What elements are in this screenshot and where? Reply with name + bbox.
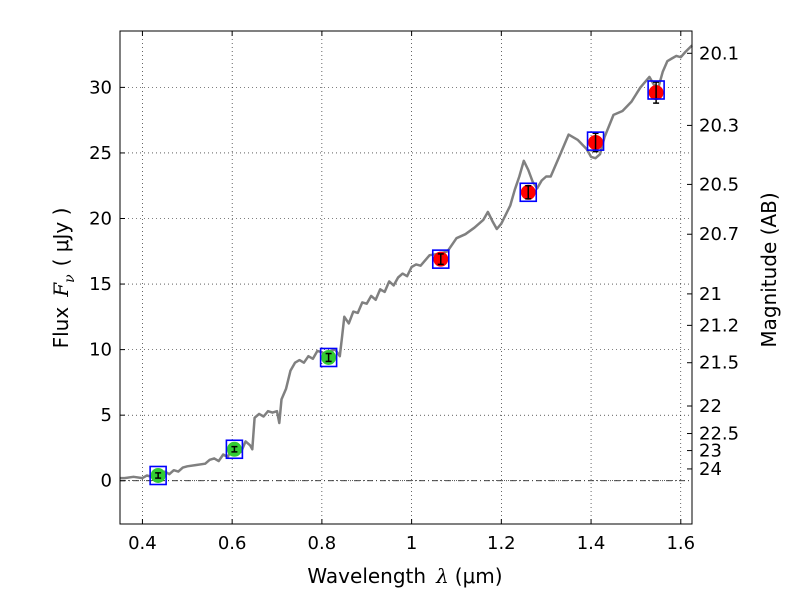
y-tick-label: 25 — [89, 143, 112, 164]
magnitude-tick-label: 20.7 — [699, 224, 739, 245]
y-axis-label-prefix: Flux — [49, 307, 73, 349]
x-tick-label: 0.6 — [218, 533, 247, 554]
magnitude-tick-label: 23 — [699, 441, 722, 462]
y-axis-label-subscript: ν — [62, 274, 78, 283]
magnitude-tick-label: 24 — [699, 459, 722, 480]
y-tick-label: 30 — [89, 77, 112, 98]
y-tick-label: 10 — [89, 340, 112, 361]
x-tick-label: 0.4 — [128, 533, 157, 554]
plot-frame — [119, 30, 693, 525]
synthetic-flux-square — [225, 439, 244, 460]
x-axis-label: Wavelength λ (μm) — [307, 564, 502, 588]
magnitude-axis-label: Magnitude (AB) — [757, 192, 781, 347]
grid — [120, 31, 692, 524]
y-tick-label: 0 — [101, 471, 112, 492]
magnitude-tick-label: 20.1 — [699, 43, 739, 64]
spectrum-line — [120, 44, 693, 480]
synthetic-flux-square — [431, 249, 450, 269]
x-axis-label-prefix: Wavelength — [307, 564, 426, 588]
x-axis-label-symbol: λ — [435, 564, 449, 588]
x-axis-label-units: (μm) — [455, 564, 503, 588]
x-tick-label: 1 — [406, 533, 417, 554]
magnitude-tick-label: 21 — [699, 284, 722, 305]
y-axis: 0 5 10 15 20 25 30 — [89, 77, 125, 492]
x-tick-label: 1.6 — [666, 533, 695, 554]
y-axis-label-symbol: F — [49, 282, 73, 298]
y-tick-label: 20 — [89, 208, 112, 229]
x-tick-label: 1.4 — [577, 533, 606, 554]
magnitude-tick-label: 22 — [699, 396, 722, 417]
synthetic-flux-square — [647, 80, 665, 100]
magnitude-tick-label: 20.3 — [699, 115, 739, 136]
y-tick-label: 5 — [101, 405, 112, 426]
synthetic-flux-square — [586, 131, 605, 151]
synthetic-flux-square — [149, 465, 167, 486]
magnitude-tick-label: 22.5 — [699, 424, 739, 445]
magnitude-tick-label: 21.2 — [699, 315, 739, 336]
y-tick-label: 15 — [89, 274, 112, 295]
magnitude-tick-label: 21.5 — [699, 353, 739, 374]
synthetic-flux-square — [319, 347, 338, 368]
spectrum-line-group — [120, 44, 693, 480]
magnitude-tick-label: 20.5 — [699, 174, 739, 195]
x-tick-label: 1.2 — [487, 533, 516, 554]
photometry-markers — [149, 80, 665, 486]
x-tick-label: 0.8 — [308, 533, 337, 554]
y-axis-label: Flux Fν ( μJy ) — [49, 208, 78, 349]
x-axis: 0.4 0.6 0.8 1 1.2 1.4 1.6 — [128, 31, 695, 554]
y-axis-label-units: ( μJy ) — [49, 208, 73, 267]
synthetic-flux-square — [519, 182, 538, 203]
